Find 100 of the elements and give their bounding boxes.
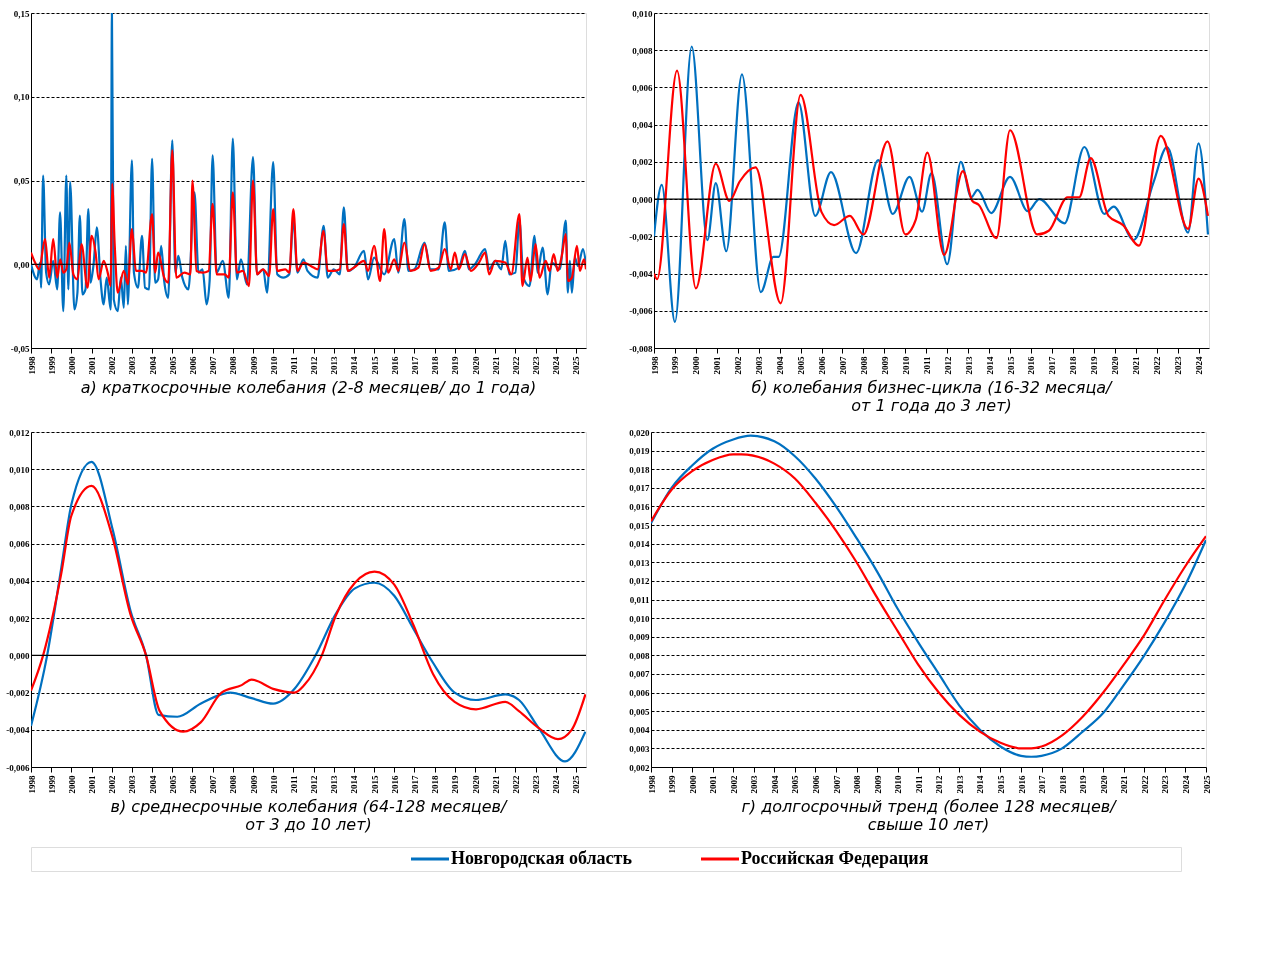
line-series (31, 460, 586, 763)
x-tick-label: 2007 (837, 356, 848, 375)
x-tick-label: 1998 (649, 356, 660, 375)
x-tick-label: 2019 (1089, 356, 1100, 375)
y-tick-label: 0,000 (632, 194, 653, 205)
line-series (654, 69, 1209, 305)
x-tick-label: 2013 (329, 356, 340, 375)
x-tick-label: 2009 (879, 356, 890, 375)
text: в) среднесрочные колебания (64-128 месяцев/ от 3 до 10 лет) (110, 797, 509, 834)
x-tick-label: 2015 (995, 775, 1006, 794)
x-tick-label: 2007 (831, 775, 842, 794)
y-tick-label: -0,004 (629, 269, 653, 280)
y-tick-label: 0,008 (632, 45, 653, 56)
x-tick-label: 2013 (329, 775, 340, 794)
x-tick-label: 2011 (288, 356, 299, 375)
y-tick-label: 0,010 (629, 613, 650, 624)
x-tick-label: 2006 (187, 775, 198, 794)
x-tick-label: 2007 (208, 775, 219, 794)
x-tick-label: 2016 (1026, 356, 1037, 375)
y-tick-label: -0,002 (629, 231, 653, 242)
y-tick-label: 0,015 (629, 520, 650, 531)
x-tick-label: 2012 (309, 356, 320, 375)
y-tick-label: 0,15 (13, 8, 30, 19)
x-tick-label: 2005 (167, 356, 178, 375)
y-tick-label: 0,014 (629, 539, 650, 550)
x-tick-label: 2003 (754, 356, 765, 375)
x-tick-label: 2001 (87, 775, 98, 794)
y-tick-label: 0,05 (13, 176, 30, 186)
x-tick-label: 2017 (1047, 356, 1058, 375)
y-tick-label: 0,012 (9, 427, 30, 438)
x-tick-label: 2010 (268, 775, 279, 794)
x-tick-label: 2005 (796, 356, 807, 375)
y-tick-label: -0,006 (6, 762, 30, 773)
y-tick-label: 0,020 (629, 427, 650, 438)
y-tick-label: 0,016 (629, 501, 650, 512)
y-tick-label: 0,010 (632, 8, 653, 19)
line-series (31, 13, 586, 313)
y-tick-label: 0,002 (632, 157, 653, 168)
x-tick-label: 2014 (349, 775, 360, 794)
x-tick-label: 2014 (349, 356, 360, 375)
y-tick-label: 0,00 (13, 259, 30, 270)
x-tick-label: 2012 (942, 356, 953, 375)
x-tick-label: 2011 (921, 356, 932, 375)
x-tick-label: 2023 (1160, 775, 1171, 794)
x-tick-label: 2024 (1194, 356, 1205, 375)
x-tick-label: 2000 (687, 775, 698, 794)
x-tick-label: 2025 (1201, 775, 1212, 794)
x-tick-label: 2002 (728, 775, 739, 794)
text: а) краткосрочные колебания (2-8 месяцев/ до 1 года) (80, 378, 537, 397)
y-tick-label: -0,002 (6, 688, 30, 699)
x-tick-label: 2018 (430, 775, 441, 794)
x-tick-label: 2003 (749, 775, 760, 794)
y-tick-label: 0,002 (9, 613, 30, 624)
x-tick-label: 2001 (87, 356, 98, 375)
x-tick-label: 2002 (733, 356, 744, 375)
y-tick-label: 0,010 (9, 464, 30, 475)
x-tick-label: 2022 (1152, 356, 1163, 375)
x-tick-label: 2016 (1016, 775, 1027, 794)
x-tick-label: 2022 (1139, 775, 1150, 794)
y-tick-label: 0,018 (629, 464, 650, 475)
x-tick-label: 2011 (913, 775, 924, 794)
y-tick-label: 0,009 (629, 632, 650, 643)
x-tick-label: 2023 (531, 356, 542, 375)
x-tick-label: 2009 (872, 775, 883, 794)
x-tick-label: 2022 (510, 775, 521, 794)
x-tick-label: 2017 (409, 775, 420, 794)
y-tick-label: 0,002 (629, 762, 650, 773)
legend-label: Российская Федерация (741, 848, 929, 868)
x-tick-label: 2017 (409, 356, 420, 375)
x-tick-label: 2019 (450, 356, 461, 375)
x-tick-label: 2020 (1110, 356, 1121, 375)
x-tick-label: 1999 (670, 356, 681, 375)
x-tick-label: 2012 (934, 775, 945, 794)
x-tick-label: 2001 (712, 356, 723, 375)
y-tick-label: 0,005 (629, 706, 650, 717)
x-tick-label: 1998 (646, 775, 657, 794)
x-tick-label: 2016 (389, 775, 400, 794)
x-tick-label: 2000 (66, 775, 77, 794)
x-tick-label: 2023 (1173, 356, 1184, 375)
line-series (31, 149, 586, 294)
x-tick-label: 2015 (369, 775, 380, 794)
x-tick-label: 2006 (187, 356, 198, 375)
x-tick-label: 2018 (430, 356, 441, 375)
x-tick-label: 2008 (852, 775, 863, 794)
x-tick-label: 2008 (228, 356, 239, 375)
x-tick-label: 2003 (127, 356, 138, 375)
x-tick-label: 2008 (228, 775, 239, 794)
x-tick-label: 2022 (510, 356, 521, 375)
x-tick-label: 2020 (470, 775, 481, 794)
x-tick-label: 1999 (667, 775, 678, 794)
x-tick-label: 1998 (26, 356, 37, 375)
x-tick-label: 2017 (1037, 775, 1048, 794)
y-tick-label: 0,017 (629, 483, 650, 494)
x-tick-label: 2014 (975, 775, 986, 794)
x-tick-label: 2024 (551, 356, 562, 375)
y-tick-label: 0,004 (9, 576, 30, 587)
y-tick-label: 0,011 (629, 595, 650, 605)
x-tick-label: 1999 (46, 356, 57, 375)
y-tick-label: 0,10 (13, 92, 30, 103)
x-tick-label: 2015 (1005, 356, 1016, 375)
